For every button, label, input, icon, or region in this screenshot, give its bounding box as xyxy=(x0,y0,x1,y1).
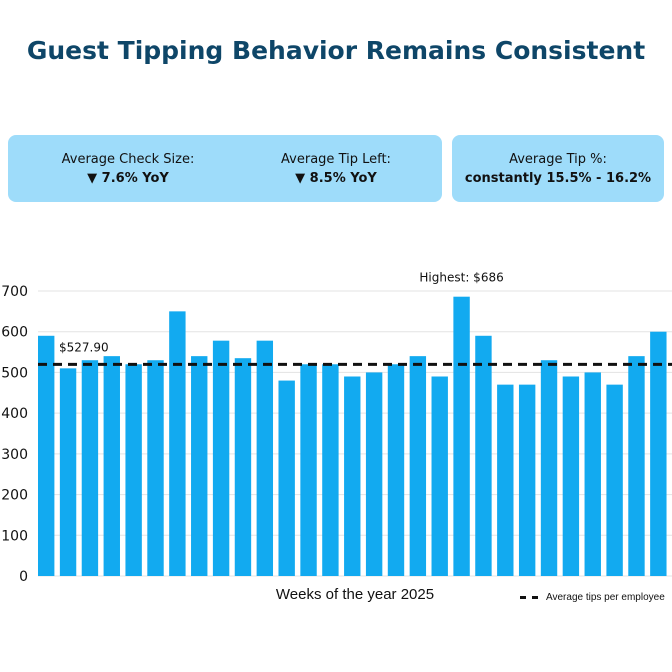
bar xyxy=(497,384,514,576)
bar xyxy=(278,380,295,576)
y-tick-label: 600 xyxy=(1,325,28,341)
bar xyxy=(365,372,383,576)
card-value: ▼ 7.6% YoY xyxy=(87,171,169,186)
y-tick-label: 400 xyxy=(1,406,28,422)
card-label: Average Tip %: xyxy=(509,152,607,167)
bar xyxy=(322,364,339,576)
bar xyxy=(584,372,601,576)
bar xyxy=(628,356,645,576)
y-tick-label: 0 xyxy=(19,569,28,585)
card-average-tip-left: Average Tip Left: ▼ 8.5% YoY xyxy=(230,135,442,202)
bar xyxy=(59,368,77,576)
bar xyxy=(300,364,317,576)
bar xyxy=(650,331,667,576)
x-axis-label: Weeks of the year 2025 xyxy=(275,586,435,603)
bar xyxy=(518,384,536,576)
y-tick-label: 500 xyxy=(1,365,28,381)
bar xyxy=(540,360,558,576)
average-label: $527.90 xyxy=(59,340,109,354)
card-average-tip-percent: Average Tip %: constantly 15.5% - 16.2% xyxy=(452,135,664,202)
bar xyxy=(606,384,623,576)
y-tick-label: 200 xyxy=(1,488,28,504)
bar xyxy=(453,296,470,576)
chart-title: Guest Tipping Behavior Remains Consisten… xyxy=(26,36,646,65)
card-label: Average Tip Left: xyxy=(281,152,391,167)
bar xyxy=(562,376,580,576)
bar xyxy=(475,335,492,576)
highest-label: Highest: $686 xyxy=(419,271,503,285)
bar xyxy=(344,376,361,576)
y-tick-label: 300 xyxy=(1,447,28,463)
bar xyxy=(103,356,120,576)
bar xyxy=(38,335,55,576)
bar xyxy=(125,364,142,576)
card-label: Average Check Size: xyxy=(61,152,195,167)
legend-dash-swatch xyxy=(520,595,538,599)
bar xyxy=(81,360,99,576)
bar xyxy=(147,360,164,576)
legend: Average tips per employee xyxy=(520,592,665,603)
card-value: constantly 15.5% - 16.2% xyxy=(464,171,652,186)
bar xyxy=(387,364,405,576)
bar xyxy=(256,340,274,576)
bar xyxy=(409,356,427,576)
bar xyxy=(234,358,252,576)
legend-label: Average tips per employee xyxy=(546,592,665,603)
card-average-check-size: Average Check Size: ▼ 7.6% YoY xyxy=(8,135,248,202)
y-tick-label: 700 xyxy=(1,284,28,300)
bar xyxy=(169,311,186,576)
bar xyxy=(431,376,448,576)
card-value: ▼ 8.5% YoY xyxy=(295,171,377,186)
bar xyxy=(191,356,208,576)
y-tick-label: 100 xyxy=(1,528,28,544)
bar xyxy=(212,340,230,576)
